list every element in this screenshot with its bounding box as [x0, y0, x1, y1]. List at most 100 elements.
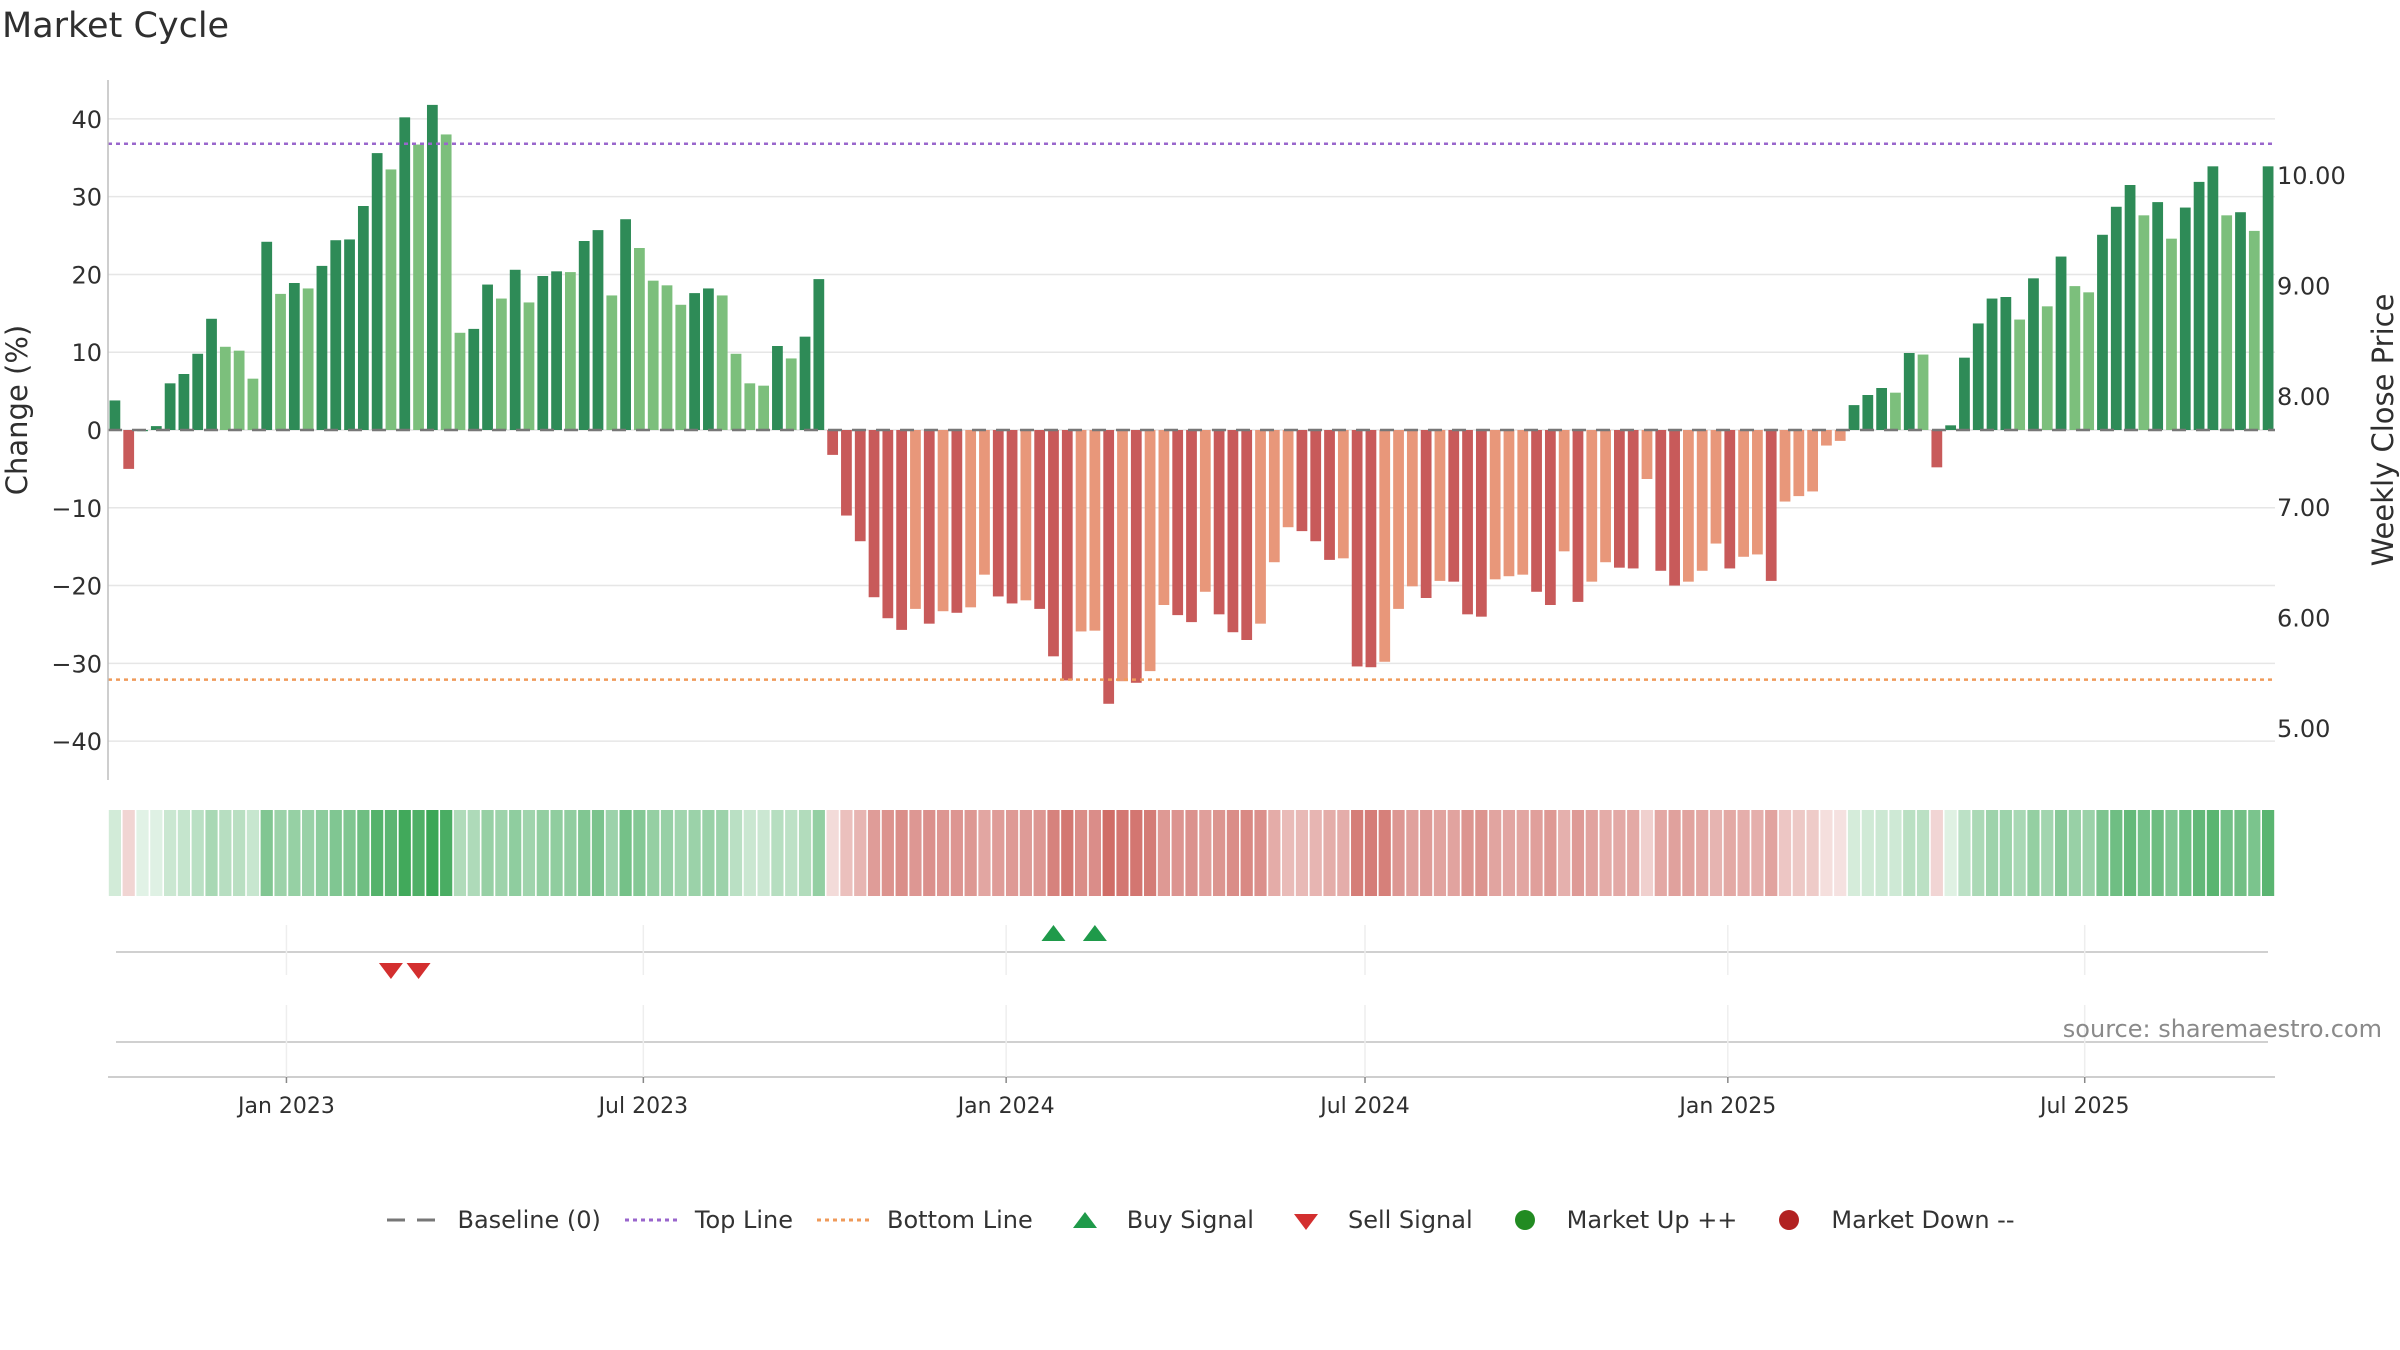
heat-cell	[1696, 810, 1709, 896]
bar	[592, 230, 604, 430]
legend-label-baseline: Baseline (0)	[457, 1206, 601, 1234]
heat-cell	[2220, 810, 2233, 896]
legend: Baseline (0) Top Line Bottom Line Buy Si…	[0, 1206, 2400, 1234]
heat-cell	[798, 810, 812, 896]
heat-cell	[1737, 810, 1750, 896]
bars-layer	[109, 104, 2274, 704]
bar	[1917, 354, 1929, 430]
x-tick-label: Jan 2025	[1677, 1094, 1776, 1119]
bar	[1255, 430, 1266, 624]
bar	[1406, 430, 1418, 587]
bar	[482, 284, 493, 430]
heat-cell	[1033, 810, 1046, 896]
heat-cell	[757, 810, 770, 896]
bar	[1558, 430, 1570, 552]
heat-cell	[1820, 810, 1833, 896]
bar	[247, 378, 259, 430]
legend-label-top-line: Top Line	[694, 1206, 794, 1234]
heat-cell	[1433, 810, 1447, 896]
bar	[288, 283, 300, 430]
bar	[1945, 425, 1957, 430]
y-tick-label: 20	[71, 261, 102, 289]
heat-cell	[1613, 810, 1626, 896]
heat-cell	[329, 810, 342, 896]
y-tick-label: −30	[51, 650, 102, 678]
bar	[426, 104, 438, 430]
heat-cell	[2096, 810, 2109, 896]
bar	[1186, 430, 1197, 623]
bar	[2152, 202, 2164, 430]
heat-cell	[108, 810, 122, 896]
bar	[2000, 297, 2012, 430]
heat-cell	[1861, 810, 1874, 896]
heat-cell	[854, 810, 867, 896]
y2-axis-label: Weekly Close Price	[2366, 294, 2400, 567]
bar	[689, 293, 700, 430]
bar	[772, 346, 783, 430]
bar	[178, 374, 190, 430]
bar	[1199, 430, 1211, 592]
bar	[1117, 430, 1128, 682]
heat-cell	[1627, 810, 1640, 896]
bar	[1489, 430, 1501, 580]
heat-cell	[371, 810, 384, 896]
heat-cell	[522, 810, 536, 896]
heat-cell	[495, 810, 508, 896]
bar	[1544, 430, 1556, 605]
heat-cell	[412, 810, 425, 896]
bar	[192, 353, 204, 430]
heat-cell	[1599, 810, 1612, 896]
legend-label-bottom-line: Bottom Line	[887, 1206, 1033, 1234]
bar	[1310, 430, 1322, 542]
bar	[730, 353, 742, 430]
heat-cell	[702, 810, 715, 896]
heat-cell	[923, 810, 936, 896]
bar	[164, 383, 176, 430]
bar	[896, 430, 908, 630]
heat-cell	[1903, 810, 1916, 896]
bar	[2028, 278, 2039, 430]
bar	[1434, 430, 1446, 581]
heat-cell	[605, 810, 618, 896]
heat-cell	[1254, 810, 1267, 896]
bar	[937, 430, 949, 612]
bar	[1048, 430, 1059, 657]
heat-cell	[1213, 810, 1226, 896]
heat-cell	[2068, 810, 2081, 896]
bar	[1282, 430, 1294, 528]
legend-item-sell: Sell Signal	[1276, 1206, 1473, 1234]
bar	[1696, 430, 1708, 571]
heat-cell	[2206, 810, 2219, 896]
heat-cell	[1489, 810, 1502, 896]
heat-cell	[1199, 810, 1212, 896]
signals-layer	[116, 925, 2268, 1077]
bar	[1531, 430, 1542, 592]
y-axis-label: Change (%)	[0, 325, 34, 495]
bar	[744, 383, 756, 430]
heat-cell	[1130, 810, 1143, 896]
source-note: source: sharemaestro.com	[2062, 1015, 2382, 1043]
heat-cell	[1420, 810, 1433, 896]
heat-cell	[660, 810, 674, 896]
bar	[261, 241, 273, 430]
bar	[1986, 298, 1998, 430]
heat-cell	[964, 810, 977, 896]
bar	[2055, 256, 2067, 430]
heat-cell	[881, 810, 894, 896]
heat-cell	[1668, 810, 1681, 896]
heat-cell	[1792, 810, 1805, 896]
heat-cell	[453, 810, 467, 896]
bar	[302, 288, 314, 430]
bar	[1503, 430, 1515, 577]
bar	[1075, 430, 1087, 632]
heat-cell	[233, 810, 246, 896]
heat-cell	[1171, 810, 1184, 896]
bar	[1613, 430, 1625, 568]
heat-cell	[812, 810, 825, 896]
bar	[330, 240, 342, 430]
bar	[1627, 430, 1639, 569]
x-tick-label: Jan 2023	[236, 1094, 335, 1119]
bar	[2069, 286, 2081, 430]
legend-label-sell: Sell Signal	[1347, 1206, 1473, 1234]
